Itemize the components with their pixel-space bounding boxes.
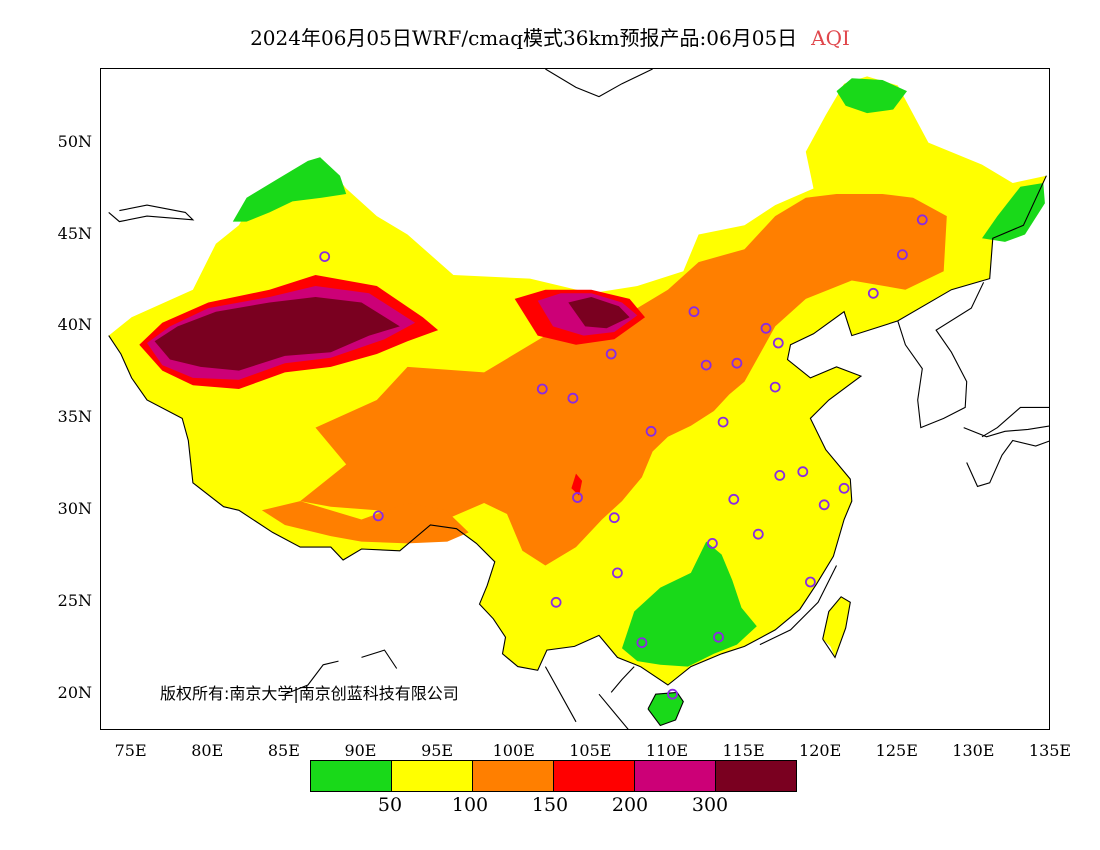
station-marker (567, 392, 579, 404)
coastline (361, 649, 398, 669)
map-frame (100, 68, 1050, 730)
station-marker (667, 688, 678, 700)
coastline (822, 596, 851, 659)
coastline (640, 175, 1047, 686)
aqi-region (300, 194, 947, 566)
station-marker (897, 249, 908, 261)
station-marker (707, 537, 718, 549)
y-tick-label: 20N (57, 683, 92, 703)
station-marker (797, 466, 809, 478)
x-tick-label: 85E (267, 741, 300, 760)
station-marker (550, 596, 562, 608)
colorbar-swatch (554, 761, 635, 791)
station-marker (688, 306, 700, 318)
aqi-region (568, 297, 630, 329)
station-marker (319, 251, 331, 263)
coastline (963, 425, 1049, 438)
coastline (108, 204, 195, 223)
station-marker (752, 528, 764, 540)
copyright-text: 版权所有:南京大学|南京创蓝科技有限公司 (160, 684, 459, 703)
x-tick-label: 120E (799, 741, 842, 760)
x-tick-label: 80E (191, 741, 224, 760)
x-tick-label: 95E (421, 741, 454, 760)
station-marker (867, 287, 879, 299)
station-marker (605, 348, 617, 360)
station-layer (319, 214, 928, 700)
station-marker (612, 567, 623, 579)
station-marker (372, 510, 384, 522)
x-tick-label: 90E (344, 741, 377, 760)
coastline (284, 660, 339, 695)
x-tick-label: 125E (875, 741, 918, 760)
station-marker (774, 469, 786, 481)
title-variable: AQI (811, 26, 850, 50)
colorbar-label: 300 (691, 794, 729, 816)
colorbar-label: 150 (531, 794, 569, 816)
station-marker (645, 425, 657, 437)
aqi-map (108, 69, 1049, 729)
station-marker (731, 357, 743, 369)
y-tick-label: 30N (57, 499, 92, 519)
y-tick-label: 50N (57, 131, 92, 151)
coastline (598, 693, 629, 729)
colorbar-swatch (473, 761, 554, 791)
aqi-region (232, 157, 347, 222)
aqi-region (154, 297, 400, 371)
title-main: 2024年06月05日WRF/cmaq模式36km预报产品:06月05日 (250, 26, 798, 50)
x-tick-label: 110E (645, 741, 689, 760)
coastline (981, 406, 1049, 438)
station-marker (805, 576, 816, 588)
station-marker (818, 499, 830, 511)
aqi-region (836, 78, 907, 114)
colorbar-label: 50 (377, 794, 403, 816)
x-tick-label: 135E (1028, 741, 1072, 760)
aqi-region (261, 501, 469, 544)
map-title: 2024年06月05日WRF/cmaq模式36km预报产品:06月05日 AQI (0, 22, 1100, 51)
y-tick-label: 25N (57, 591, 92, 611)
aqi-region (571, 473, 583, 496)
coastline (759, 565, 837, 646)
coastline (108, 335, 641, 671)
x-tick-label: 115E (722, 741, 765, 760)
station-marker (636, 637, 648, 649)
colorbar-swatch (392, 761, 473, 791)
colorbar-swatch (716, 761, 796, 791)
colorbar-label: 100 (451, 794, 489, 816)
aqi-region (648, 692, 684, 726)
aqi-region (822, 596, 851, 658)
y-tick-label: 35N (57, 407, 92, 427)
colorbar-swatch (635, 761, 716, 791)
station-marker (728, 493, 740, 505)
y-tick-label: 45N (57, 223, 92, 243)
x-tick-label: 130E (952, 741, 995, 760)
coastline (966, 439, 1049, 488)
x-tick-label: 105E (569, 741, 612, 760)
coastline (610, 666, 635, 693)
station-marker (536, 383, 548, 395)
coastline (897, 282, 985, 429)
station-marker (916, 214, 928, 226)
y-tick-label: 40N (57, 315, 92, 335)
coastline (545, 69, 653, 98)
station-marker (769, 381, 781, 393)
coastline (647, 691, 684, 727)
aqi-fill-layer (108, 76, 1047, 726)
colorbar-label: 200 (611, 794, 649, 816)
station-marker (760, 322, 772, 334)
station-marker (772, 337, 784, 349)
station-marker (608, 512, 620, 524)
station-marker (838, 482, 850, 494)
station-marker (717, 416, 729, 428)
station-marker (572, 492, 583, 503)
colorbar-swatch (311, 761, 392, 791)
coastline (544, 666, 577, 723)
station-marker (700, 359, 712, 371)
x-tick-label: 75E (114, 741, 147, 760)
aqi-colorbar (310, 760, 797, 792)
x-tick-label: 100E (492, 741, 535, 760)
coastline-layer (108, 69, 1049, 729)
aqi-region (982, 183, 1045, 242)
station-marker (713, 631, 724, 643)
